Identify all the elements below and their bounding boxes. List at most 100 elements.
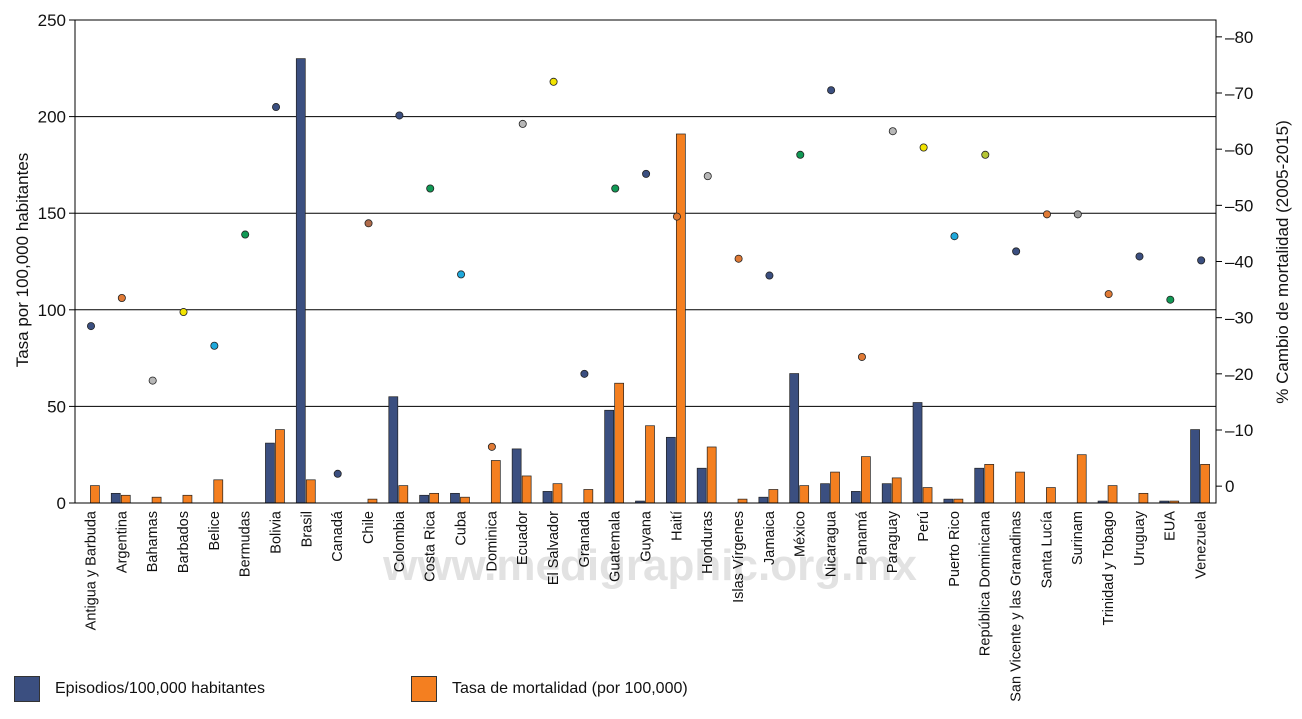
left-tick-label-150: 150 (38, 204, 66, 223)
category-label-canada: Canadá (330, 510, 346, 562)
category-label-bahamas: Bahamas (145, 511, 161, 572)
bar-episodes-honduras (696, 467, 707, 504)
y-axis-title: Tasa por 100,000 habitantes (13, 153, 32, 368)
category-label-granada: Granada (577, 510, 593, 567)
bar-episodes-mexico (789, 373, 800, 504)
bar-mortality-panama (861, 456, 871, 504)
point-barbados (179, 308, 188, 317)
left-tick-label-250: 250 (38, 11, 66, 30)
point-surinam (1073, 210, 1082, 219)
category-label-colombia: Colombia (392, 510, 408, 572)
category-label-guatemala: Guatemala (608, 510, 624, 582)
bar-mortality-cuba (460, 496, 470, 504)
bar-episodes-brasil (295, 58, 306, 504)
bar-mortality-honduras (706, 446, 717, 504)
point-antigua-y-barbuda (87, 322, 96, 331)
bar-mortality-mexico (799, 485, 810, 504)
category-label-guyana: Guyana (639, 510, 655, 562)
category-label-uruguay: Uruguay (1132, 510, 1148, 566)
left-tick-label-50: 50 (47, 397, 66, 416)
bar-episodes-costa-rica (419, 494, 429, 504)
point-chile (364, 219, 373, 228)
bar-mortality-republica-dominicana (984, 464, 995, 504)
bar-episodes-el-salvador (542, 491, 553, 504)
point-cuba (457, 270, 466, 279)
bar-mortality-belice (213, 479, 224, 504)
category-label-republica-dominicana: República Dominicana (978, 510, 994, 656)
bar-episodes-nicaragua (820, 483, 830, 504)
category-label-jamaica: Jamaica (762, 510, 778, 565)
bar-episodes-paraguay (881, 483, 892, 504)
legend-episodes: Episodios/100,000 habitantes (14, 676, 265, 702)
point-jamaica (765, 271, 774, 280)
bar-mortality-costa-rica (429, 492, 439, 504)
category-label-eua: EUA (1163, 511, 1179, 541)
bar-mortality-haiti (675, 133, 686, 504)
bar-episodes-argentina (110, 492, 121, 504)
bar-mortality-barbados (182, 494, 193, 504)
point-dominica (487, 442, 496, 451)
y2-axis-title: % Cambio de mortalidad (2005-2015) (1273, 120, 1292, 404)
bar-mortality-trinidad-y-tobago (1107, 485, 1118, 504)
point-santa-lucia (1042, 210, 1051, 219)
bar-mortality-nicaragua (830, 471, 840, 504)
point-guatemala (611, 184, 620, 193)
category-label-argentina: Argentina (114, 510, 130, 573)
legend-label-mortality: Tasa de mortalidad (por 100,000) (452, 680, 688, 697)
bar-mortality-islas-virgenes (737, 498, 748, 504)
point-guyana (642, 169, 651, 178)
point-peru (919, 143, 928, 152)
point-paraguay (888, 127, 897, 136)
legend-mortality: Tasa de mortalidad (por 100,000) (411, 676, 688, 702)
bar-mortality-colombia (398, 485, 409, 504)
point-panama (857, 352, 866, 361)
gridlines (75, 116, 1216, 407)
point-granada (580, 369, 589, 378)
point-san-vicente-y-las-granadinas (1012, 247, 1021, 256)
right-tick-label-80: –80 (1225, 28, 1253, 47)
category-label-nicaragua: Nicaragua (824, 510, 840, 577)
category-label-santa-lucia: Santa Lucía (1039, 510, 1055, 588)
category-label-chile: Chile (361, 511, 377, 544)
category-label-el-salvador: El Salvador (546, 511, 562, 585)
bar-mortality-guyana (645, 425, 655, 504)
bar-episodes-ecuador (511, 448, 522, 504)
bar-mortality-venezuela (1200, 464, 1210, 504)
category-label-brasil: Brasil (299, 511, 315, 547)
bar-episodes-guatemala (604, 409, 615, 504)
point-argentina (117, 294, 126, 303)
category-label-mexico: México (793, 511, 809, 557)
point-venezuela (1197, 256, 1206, 265)
point-costa-rica (426, 184, 435, 193)
bar-episodes-venezuela (1190, 429, 1200, 504)
bar-episodes-haiti (665, 436, 676, 504)
point-nicaragua (827, 86, 836, 95)
right-tick-label-60: –60 (1225, 140, 1253, 159)
legend-swatch-mortality (411, 676, 437, 702)
point-eua (1166, 295, 1175, 304)
category-label-antigua-y-barbuda: Antigua y Barbuda (83, 510, 99, 630)
point-mexico (796, 150, 805, 159)
left-tick-labels: 0 50 100 150 200 250 (38, 11, 75, 513)
right-tick-labels: 0 –10 –20 –30 –40 –50 –60 –70 –80 (1216, 28, 1253, 496)
legend-label-episodes: Episodios/100,000 habitantes (55, 680, 265, 697)
bar-mortality-el-salvador (552, 483, 563, 504)
bar-episodes-peru (912, 402, 923, 504)
point-ecuador (518, 119, 527, 128)
left-tick-label-100: 100 (38, 301, 66, 320)
bar-mortality-jamaica (768, 489, 779, 504)
category-label-honduras: Honduras (700, 511, 716, 574)
category-label-costa-rica: Costa Rica (423, 510, 439, 582)
category-label-bermudas: Bermudas (238, 511, 254, 577)
legend-swatch-episodes (14, 676, 40, 702)
point-bermudas (241, 230, 250, 239)
category-labels: Antigua y Barbuda Argentina Bahamas Barbado… (83, 510, 1209, 702)
scatter-points (87, 77, 1206, 478)
bar-episodes-colombia (388, 396, 399, 504)
point-colombia (395, 111, 404, 120)
bar-mortality-uruguay (1138, 492, 1149, 504)
bar-mortality-bahamas (151, 496, 162, 504)
bar-mortality-dominica (490, 460, 501, 504)
category-label-puerto-rico: Puerto Rico (947, 511, 963, 587)
